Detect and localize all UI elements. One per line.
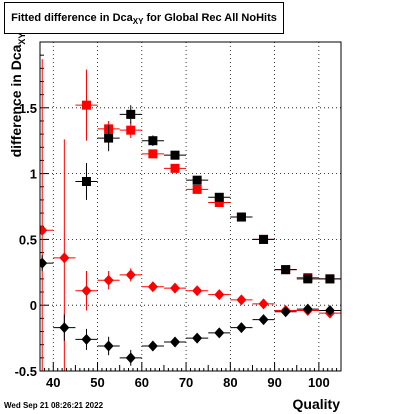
y-axis-label-main: difference in Dca — [8, 44, 24, 158]
data-point-diamond — [81, 333, 92, 345]
data-point-diamond — [258, 314, 269, 326]
y-axis-label-subscript: XY — [16, 32, 27, 45]
data-point-diamond — [280, 306, 291, 318]
chart-title-main: Fitted difference in Dca — [11, 12, 133, 24]
y-tick-label: -0.5 — [15, 364, 37, 379]
data-point-diamond — [147, 281, 158, 293]
timestamp: Wed Sep 21 08:26:21 2022 — [4, 401, 104, 410]
data-point-diamond — [214, 327, 225, 339]
data-point-diamond — [40, 224, 48, 236]
axes: 40 50 60 70 80 90 100 -0.5 0 0.5 1 1.5 — [15, 41, 342, 390]
data-point-diamond — [59, 252, 70, 264]
data-point-diamond — [192, 332, 203, 344]
data-point-diamond — [170, 282, 181, 294]
data-point-square — [148, 136, 158, 146]
y-tick-label: 0.5 — [19, 232, 37, 247]
y-axis-label: difference in DcaXY — [8, 25, 27, 165]
x-tick-label: 60 — [135, 375, 149, 390]
data-point-square — [81, 176, 91, 186]
data-point-square — [303, 274, 313, 284]
data-point-square — [214, 198, 224, 208]
data-point-diamond — [103, 274, 114, 286]
data-point-diamond — [170, 336, 181, 348]
data-point-square — [126, 125, 136, 135]
data-point-square — [126, 109, 136, 119]
data-point-diamond — [236, 294, 247, 306]
data-point-diamond — [214, 289, 225, 301]
data-point-square — [104, 133, 114, 143]
chart-title-suffix: for Global Rec All NoHits — [143, 12, 277, 24]
data-point-diamond — [147, 340, 158, 352]
x-tick-label: 100 — [308, 375, 330, 390]
data-point-diamond — [324, 304, 335, 316]
data-point-diamond — [125, 352, 136, 364]
data-series — [40, 59, 341, 371]
x-tick-label: 80 — [223, 375, 237, 390]
x-tick-label: 50 — [90, 375, 104, 390]
chart-title: Fitted difference in DcaXY for Global Re… — [5, 12, 283, 26]
data-point-square — [325, 274, 335, 284]
data-point-diamond — [302, 303, 313, 315]
data-point-square — [259, 234, 269, 244]
data-point-diamond — [125, 269, 136, 281]
series-group — [40, 59, 341, 371]
data-point-diamond — [192, 285, 203, 297]
data-point-diamond — [236, 322, 247, 334]
chart-title-box: Fitted difference in DcaXY for Global Re… — [4, 2, 284, 34]
data-point-square — [281, 265, 291, 275]
data-point-diamond — [40, 257, 48, 269]
x-axis-label: Quality — [292, 396, 340, 412]
data-point-diamond — [59, 322, 70, 334]
data-point-square — [236, 212, 246, 222]
plot-frame — [39, 41, 342, 372]
data-point-square — [170, 163, 180, 173]
y-tick-label: 1.5 — [19, 101, 37, 116]
data-point-square — [148, 149, 158, 159]
chart-title-subscript: XY — [132, 17, 144, 27]
data-point-square — [170, 150, 180, 160]
x-tick-label: 90 — [267, 375, 281, 390]
data-point-diamond — [103, 340, 114, 352]
x-tick-label: 70 — [179, 375, 193, 390]
data-point-diamond — [81, 285, 92, 297]
grid-lines — [40, 42, 341, 372]
data-point-square — [192, 175, 202, 185]
x-tick-label: 40 — [46, 375, 60, 390]
data-point-square — [81, 100, 91, 110]
y-tick-label: 0 — [30, 298, 37, 313]
data-point-square — [214, 192, 224, 202]
y-tick-label: 1 — [30, 167, 37, 182]
data-point-square — [192, 184, 202, 194]
data-point-diamond — [258, 298, 269, 310]
